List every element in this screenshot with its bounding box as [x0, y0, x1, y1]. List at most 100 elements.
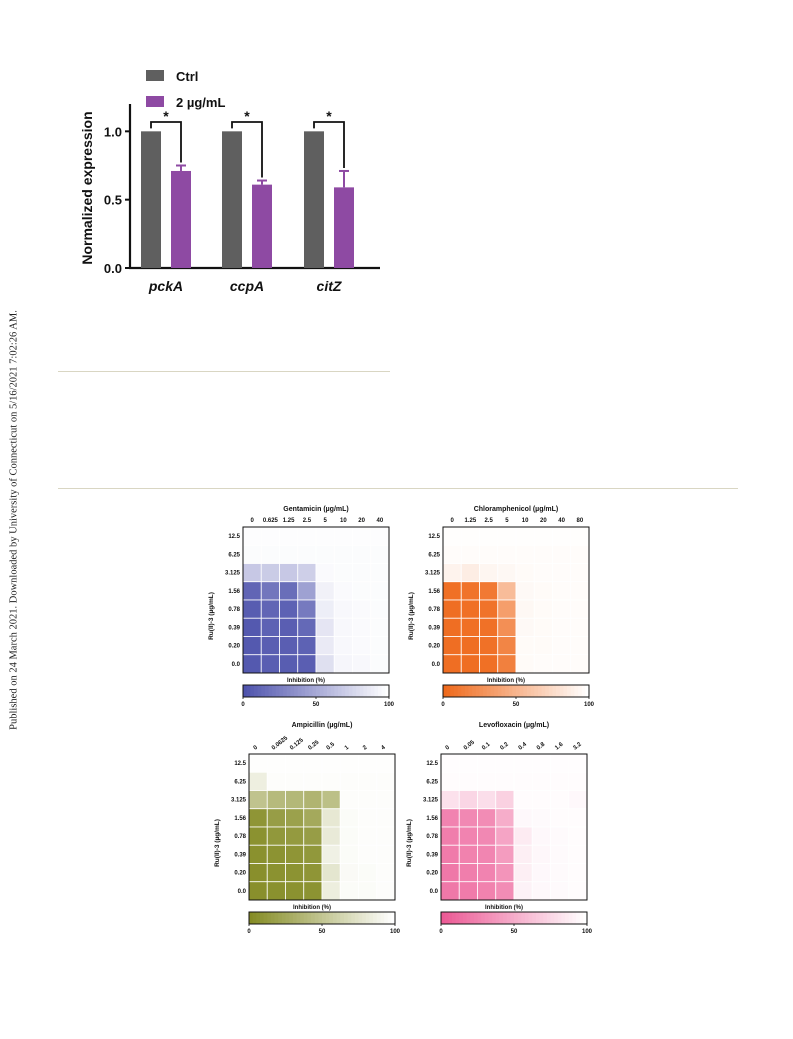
colorbar-segment: [514, 912, 519, 924]
heatmap-cell: [531, 771, 551, 791]
heatmap-cell: [279, 563, 299, 583]
heatmap-cell: [315, 581, 335, 601]
heatmap-cell: [339, 881, 359, 901]
colorbar-segment: [444, 912, 449, 924]
colorbar-segment: [257, 685, 262, 697]
heatmap-cell: [321, 826, 341, 846]
heatmap-cell: [303, 771, 323, 791]
colorbar-segment: [466, 912, 471, 924]
colorbar-segment: [297, 685, 302, 697]
heatmap-cell: [568, 844, 588, 864]
colorbar-segment: [499, 912, 504, 924]
colorbar-tick-label: 0: [441, 702, 445, 708]
colorbar-label: Inhibition (%): [487, 678, 525, 684]
colorbar-segment: [326, 685, 332, 697]
significance-bracket: [150, 121, 182, 163]
heatmap-cell: [333, 581, 353, 601]
heatmap-cell: [266, 881, 286, 901]
heatmap-cell: [513, 771, 533, 791]
heatmap-cell: [531, 790, 551, 810]
colorbar-segment: [574, 685, 579, 697]
heatmap-cell: [442, 617, 462, 637]
heatmap-cell: [266, 844, 286, 864]
heatmap-cell: [497, 636, 517, 656]
heatmap-y-tick: 12.5: [426, 761, 438, 767]
colorbar-segment: [303, 912, 308, 924]
heatmap-cell: [370, 617, 390, 637]
heatmap-cell: [552, 636, 572, 656]
colorbar-segment: [539, 912, 544, 924]
colorbar-segment: [450, 685, 455, 697]
heatmap-cell: [358, 753, 378, 773]
colorbar-segment: [481, 912, 486, 924]
heatmap-cell: [515, 526, 535, 546]
heatmap-cell: [460, 544, 480, 564]
heatmap-cell: [533, 544, 553, 564]
heatmap-cell: [477, 771, 497, 791]
heatmap-cell: [515, 654, 535, 674]
heatmap-y-tick: 12.5: [234, 761, 246, 767]
heatmap-cell: [285, 881, 305, 901]
heatmap-cell: [570, 581, 590, 601]
colorbar-segment: [461, 685, 466, 697]
heatmap-cell: [315, 544, 335, 564]
heatmap-cell: [495, 790, 515, 810]
x-category-label: ccpA: [230, 278, 264, 294]
heatmap-cell: [440, 808, 460, 828]
colorbar-segment: [537, 685, 543, 697]
heatmap-x-tick: 10: [522, 518, 529, 524]
heatmap-cell: [550, 844, 570, 864]
colorbar-segment: [475, 685, 480, 697]
heatmap-y-tick: 3.125: [425, 571, 441, 577]
heatmap-cell: [303, 863, 323, 883]
colorbar-segment: [283, 685, 288, 697]
colorbar-segment: [576, 912, 581, 924]
heatmap-cell: [440, 826, 460, 846]
x-category-label: citZ: [317, 278, 342, 294]
heatmap-cell: [376, 844, 396, 864]
colorbar-segment: [561, 912, 566, 924]
heatmap-cell: [568, 753, 588, 773]
colorbar-segment: [391, 912, 396, 924]
heatmap-cell: [370, 563, 390, 583]
colorbar-segment: [453, 685, 459, 697]
colorbar-segment: [524, 912, 530, 924]
heatmap-cell: [460, 617, 480, 637]
colorbar-segment: [307, 912, 312, 924]
heatmap-cell: [495, 753, 515, 773]
colorbar-segment: [521, 912, 526, 924]
heatmap-frame: [440, 753, 588, 901]
heatmap-cell: [458, 826, 478, 846]
colorbar-segment: [472, 685, 477, 697]
heatmap-cell: [248, 808, 268, 828]
legend-swatch: [146, 96, 164, 107]
heatmap-cell: [479, 636, 499, 656]
heatmap-cell: [358, 881, 378, 901]
heatmap-cell: [266, 771, 286, 791]
colorbar-segment: [526, 685, 532, 697]
colorbar-tick-label: 100: [584, 702, 595, 708]
colorbar-segment: [345, 685, 350, 697]
heatmap-cell: [297, 599, 317, 619]
colorbar-segment: [316, 685, 321, 697]
heatmap-cell: [242, 654, 262, 674]
heatmap-cell: [515, 563, 535, 583]
heatmap-cell: [376, 808, 396, 828]
colorbar-tick-label: 0: [241, 702, 245, 708]
heatmap-cell: [570, 544, 590, 564]
heatmap-y-tick: 6.25: [228, 552, 240, 558]
heatmap-cell: [260, 599, 280, 619]
heatmap-cell: [333, 526, 353, 546]
heatmap-cell: [440, 844, 460, 864]
colorbar-segment: [494, 685, 499, 697]
colorbar-segment: [252, 912, 257, 924]
colorbar-segment: [336, 912, 341, 924]
heatmap-cell: [370, 636, 390, 656]
heatmap-cell: [552, 563, 572, 583]
colorbar-segment: [286, 685, 291, 697]
heatmap-cell: [513, 844, 533, 864]
colorbar-segment: [250, 685, 255, 697]
heatmap-x-tick: 1: [344, 744, 351, 751]
heatmap-y-tick: 0.20: [428, 644, 440, 650]
heatmap-cell: [458, 771, 478, 791]
